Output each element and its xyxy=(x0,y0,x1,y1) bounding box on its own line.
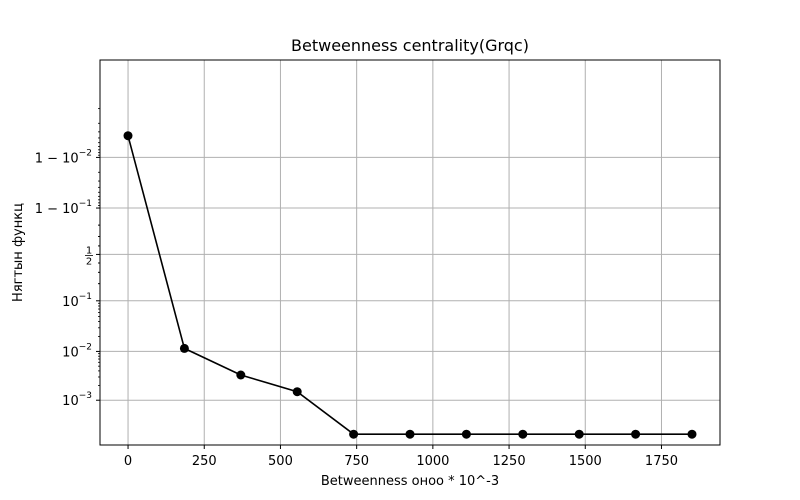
data-point xyxy=(461,429,471,439)
data-point xyxy=(179,343,189,353)
x-axis: 0 250 500 750 1000 1250 1500 1750 xyxy=(124,445,678,469)
x-tick-label: 1750 xyxy=(645,454,678,469)
series xyxy=(123,131,697,439)
y-tick-exponent: −2 xyxy=(79,148,92,158)
chart-title: Betweenness centrality(Grqc) xyxy=(291,36,529,55)
data-point xyxy=(405,429,415,439)
x-tick-label: 1500 xyxy=(569,454,602,469)
y-tick-label: 10−1 xyxy=(62,292,92,310)
plot-frame xyxy=(99,59,721,446)
x-axis-label: Betweenness оноо * 10^-3 xyxy=(321,474,499,489)
y-tick-label: 1 − 10−2 xyxy=(35,148,92,166)
data-point xyxy=(687,429,697,439)
y-tick-exponent: −1 xyxy=(79,292,92,302)
y-tick-base: 10 xyxy=(62,345,79,360)
data-point xyxy=(123,131,133,141)
y-axis-label: Нягтын функц xyxy=(11,203,26,302)
data-point xyxy=(574,429,584,439)
data-point xyxy=(349,429,359,439)
data-point xyxy=(631,429,641,439)
x-tick-label: 750 xyxy=(344,454,369,469)
grid xyxy=(100,60,720,445)
x-tick-label: 500 xyxy=(268,454,293,469)
data-point xyxy=(292,387,302,397)
x-tick-label: 250 xyxy=(192,454,217,469)
y-tick-base: 10 xyxy=(62,295,79,310)
x-tick-label: 0 xyxy=(124,454,132,469)
x-tick-label: 1000 xyxy=(416,454,449,469)
y-tick-base: 10 xyxy=(62,394,79,409)
x-tick-label: 1250 xyxy=(493,454,526,469)
y-tick-label: 10−2 xyxy=(62,342,92,360)
y-tick-numerator: 1 xyxy=(86,245,92,256)
data-point xyxy=(236,370,246,380)
data-point xyxy=(518,429,528,439)
y-tick-exponent: −1 xyxy=(79,199,92,209)
y-tick-label: 1 − 10−1 xyxy=(35,199,92,217)
y-tick-label: 12 xyxy=(85,245,93,267)
y-tick-base: 1 − 10 xyxy=(35,151,79,166)
y-tick-exponent: −2 xyxy=(79,342,92,352)
y-tick-base: 1 − 10 xyxy=(35,202,79,217)
y-tick-denominator: 2 xyxy=(86,256,92,267)
y-tick-label: 10−3 xyxy=(62,391,92,409)
y-tick-exponent: −3 xyxy=(79,391,92,401)
